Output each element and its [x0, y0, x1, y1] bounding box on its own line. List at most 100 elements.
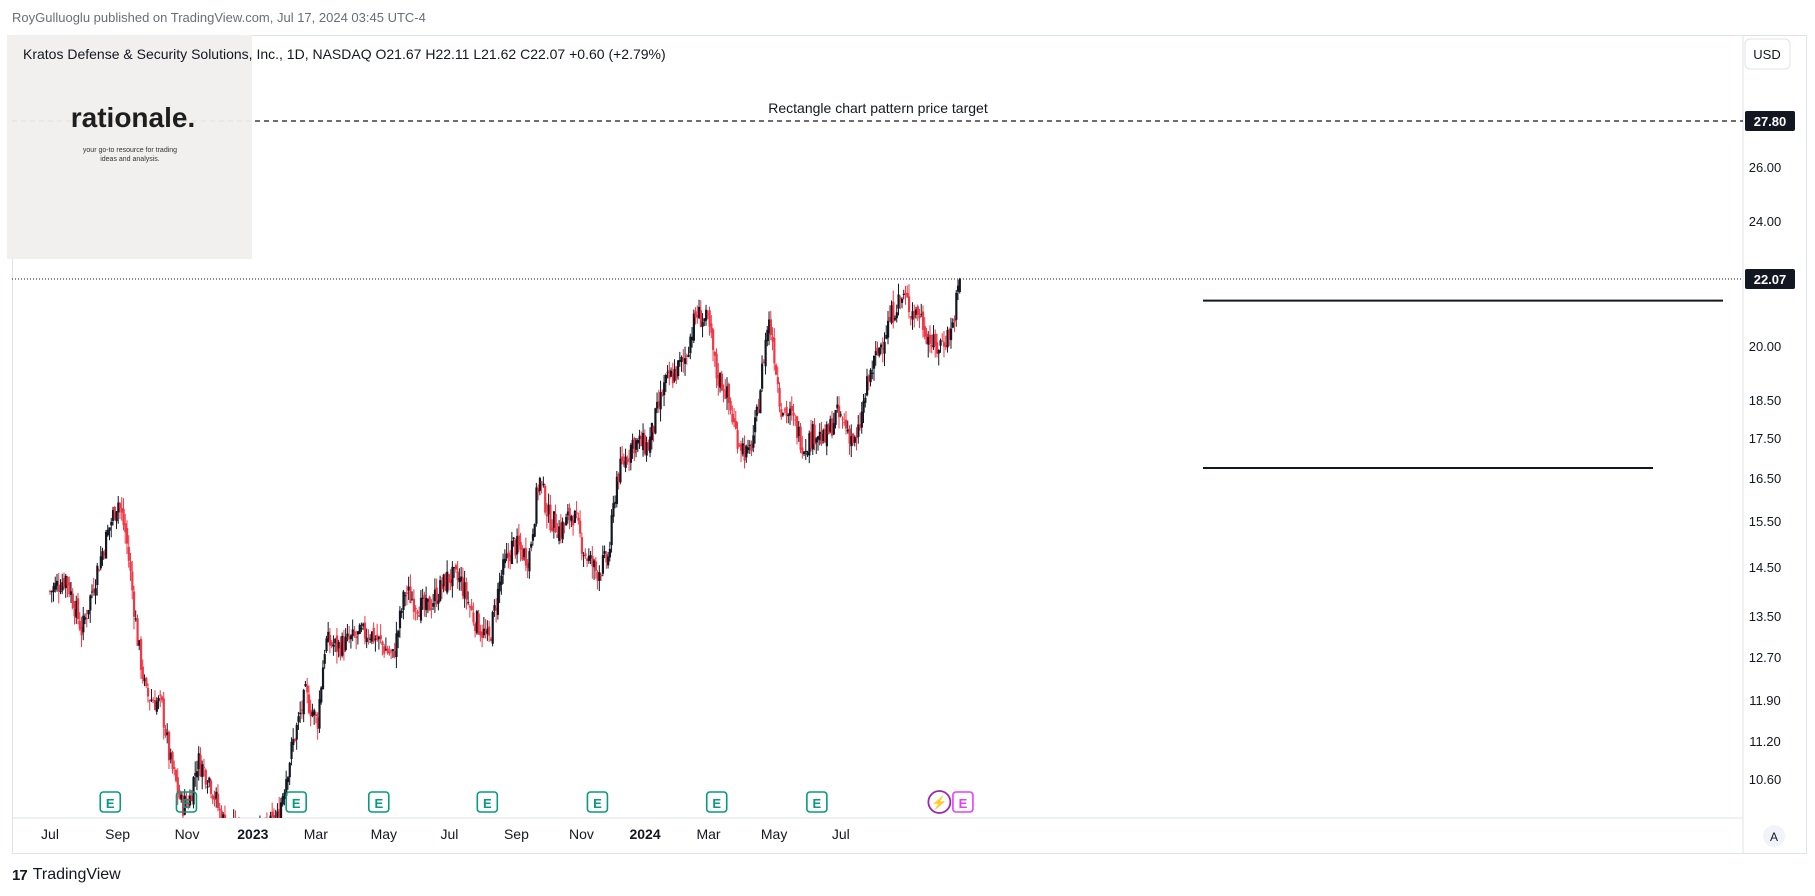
- earnings-marker-icon[interactable]: [99, 791, 122, 813]
- candle-body: [717, 374, 720, 386]
- candle-body: [160, 696, 164, 701]
- candle-body: [803, 452, 806, 455]
- candle-body: [407, 586, 410, 591]
- auto-scale-button[interactable]: [1763, 825, 1785, 847]
- candle-body: [68, 582, 71, 595]
- candle-body: [789, 408, 792, 416]
- candle-body: [867, 375, 870, 382]
- candle-body: [275, 820, 277, 828]
- footer-brand[interactable]: 17 TradingView: [12, 866, 121, 884]
- candle-body: [668, 369, 671, 379]
- candle-body: [83, 617, 87, 620]
- candle-body: [49, 590, 52, 592]
- candle-body: [428, 596, 431, 611]
- candle-body: [834, 410, 837, 425]
- candle-body: [652, 426, 655, 433]
- price-axis-label: 13.50: [1749, 609, 1782, 624]
- candle-body: [921, 311, 925, 330]
- candle-body: [914, 309, 918, 315]
- upcoming-earnings-icon[interactable]: [952, 791, 974, 813]
- candle-body: [127, 547, 130, 561]
- candle-body: [542, 483, 545, 486]
- candle-body: [797, 426, 800, 437]
- candle-body: [117, 502, 120, 513]
- candle-body: [918, 315, 921, 319]
- candle-body: [330, 642, 333, 646]
- candle-body: [545, 514, 549, 517]
- candle-body: [299, 712, 302, 715]
- earnings-marker-icon[interactable]: [367, 791, 390, 813]
- candle-body: [479, 631, 482, 636]
- candle-body: [608, 548, 612, 558]
- candle-body: [853, 436, 856, 443]
- time-axis-label: Jul: [440, 826, 458, 842]
- time-axis-label: Jul: [41, 826, 59, 842]
- candle-body: [785, 407, 788, 417]
- candle-body: [689, 336, 692, 354]
- candle-body: [685, 355, 689, 357]
- candle-body: [621, 456, 624, 461]
- candle-body: [626, 459, 629, 462]
- candle-body: [159, 694, 162, 696]
- currency-label: USD: [1753, 47, 1780, 62]
- candle-body: [808, 433, 811, 456]
- earnings-marker-icon[interactable]: [175, 791, 198, 813]
- footer-brand-label: TradingView: [32, 866, 121, 883]
- candle-body: [423, 594, 426, 610]
- candle-body: [453, 567, 456, 569]
- candle-body: [886, 320, 890, 338]
- candle-body: [108, 527, 111, 531]
- candle-body: [139, 639, 143, 670]
- candle-body: [447, 574, 451, 582]
- candle-body: [419, 597, 423, 621]
- candle-body: [932, 334, 935, 348]
- candle-body: [832, 423, 835, 435]
- earnings-marker-icon[interactable]: [806, 791, 828, 813]
- candle-body: [699, 310, 702, 327]
- earnings-marker-icon[interactable]: [476, 791, 499, 813]
- candle-body: [951, 322, 954, 328]
- candle-body: [782, 413, 785, 416]
- candle-body: [680, 357, 683, 363]
- candle-body: [337, 641, 340, 649]
- candle-body: [899, 297, 902, 300]
- candle-body: [339, 643, 342, 657]
- candle-body: [435, 587, 438, 605]
- candle-body: [247, 841, 249, 849]
- price-axis-label: 17.50: [1749, 431, 1782, 446]
- candle-body: [167, 731, 171, 761]
- candle-body: [398, 610, 402, 629]
- candle-body: [859, 424, 862, 428]
- earnings-marker-icon[interactable]: [705, 791, 728, 813]
- candle-body: [190, 795, 193, 802]
- upcoming-event-icon[interactable]: [927, 790, 952, 814]
- candle-body: [383, 646, 386, 654]
- candle-body: [958, 279, 961, 292]
- candle-body: [584, 553, 587, 557]
- time-axis-label: 2024: [629, 826, 660, 842]
- candle-body: [911, 311, 914, 320]
- price-target-annotation[interactable]: Rectangle chart pattern price target: [768, 100, 988, 116]
- candle-body: [502, 559, 505, 575]
- candle-body: [829, 419, 832, 432]
- candle-body: [759, 390, 762, 414]
- candle-body: [367, 637, 370, 639]
- candle-body: [286, 777, 290, 783]
- candle-body: [871, 372, 874, 374]
- candle-body: [521, 548, 524, 560]
- candle-body: [491, 611, 494, 644]
- candle-body: [363, 622, 367, 639]
- currency-button[interactable]: [1744, 38, 1791, 70]
- target-price-tag-label: 27.80: [1754, 114, 1787, 129]
- earnings-marker-icon[interactable]: [586, 791, 609, 813]
- candle-body: [355, 636, 358, 638]
- rationale-logo: rationale.: [71, 102, 195, 133]
- candle-body: [183, 795, 186, 815]
- symbol-legend[interactable]: Kratos Defense & Security Solutions, Inc…: [23, 46, 666, 62]
- price-axis-label: 11.20: [1749, 734, 1781, 749]
- earnings-marker-icon[interactable]: [285, 791, 307, 813]
- candle-body: [150, 699, 153, 701]
- candle-body: [719, 373, 722, 388]
- candle-body: [580, 537, 584, 554]
